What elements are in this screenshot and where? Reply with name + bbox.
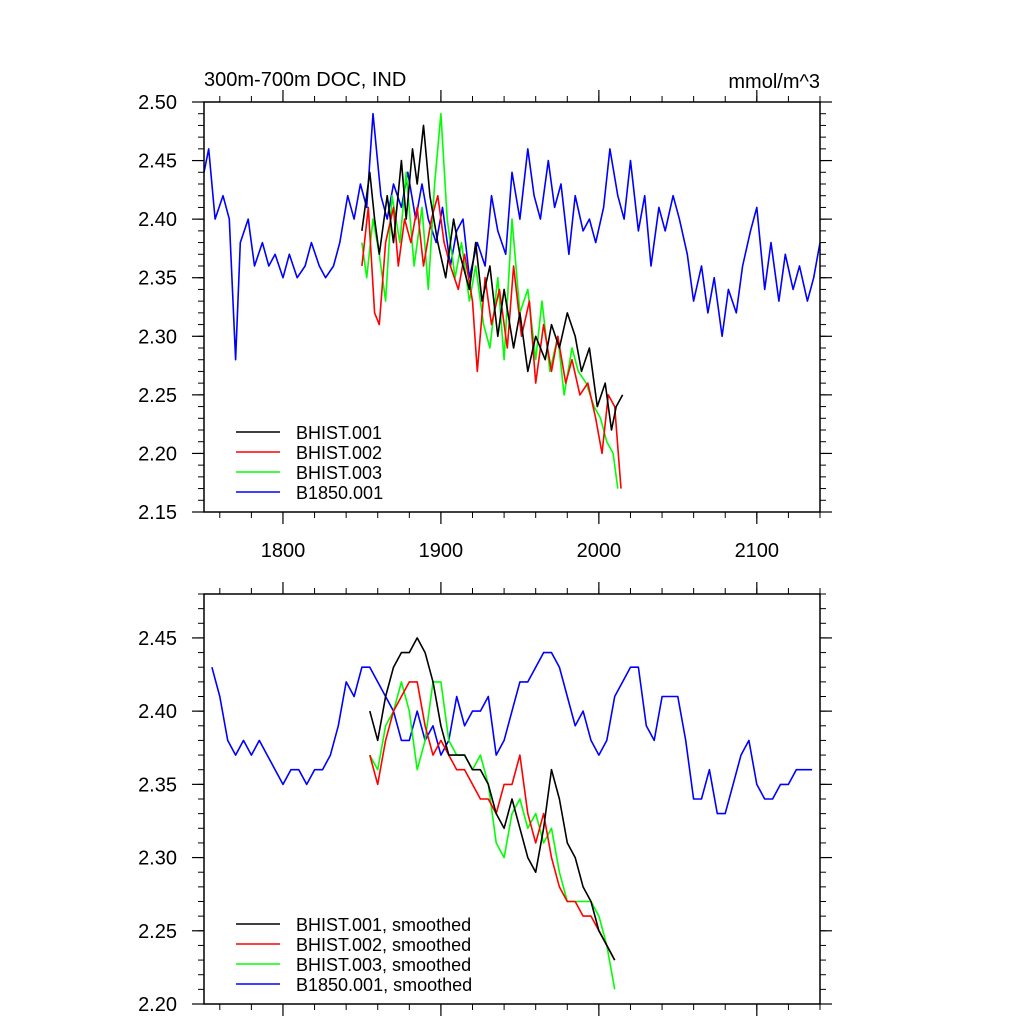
- legend-label: B1850.001, smoothed: [296, 975, 472, 995]
- x-tick-label: 2100: [735, 540, 780, 562]
- chart-panel-top: 300m-700m DOC, IND mmol/m^3 1800 1900 2000…: [138, 69, 832, 562]
- series-line: [361, 194, 622, 489]
- y-tick-label: 2.35: [138, 268, 177, 290]
- chart-units-label: mmol/m^3: [728, 71, 820, 93]
- legend-label: BHIST.003: [296, 463, 382, 483]
- legend-label: BHIST.002, smoothed: [296, 935, 471, 955]
- series-line: [203, 112, 821, 361]
- x-tick-label: 2000: [577, 540, 622, 562]
- legend-label: BHIST.001, smoothed: [296, 915, 471, 935]
- legend-label: BHIST.001: [296, 423, 382, 443]
- plot-frame: [203, 593, 821, 1005]
- series-line: [361, 112, 619, 489]
- y-tick-label: 2.15: [138, 502, 177, 524]
- legend-label: BHIST.003, smoothed: [296, 955, 471, 975]
- y-tick-label: 2.40: [138, 701, 177, 723]
- plot-frame: [203, 101, 821, 513]
- chart-panel-bottom: 2.45 2.40 2.35 2.30 2.25 2.20 BHIST.001, smoo…: [138, 582, 832, 1016]
- series-line: [361, 124, 624, 431]
- y-tick-label: 2.20: [138, 443, 177, 465]
- series-line: [369, 681, 616, 961]
- series-line: [211, 651, 813, 815]
- series-line: [369, 637, 616, 961]
- legend-label: B1850.001: [296, 483, 383, 503]
- x-tick-label: 1900: [419, 540, 464, 562]
- y-tick-label: 2.25: [138, 385, 177, 407]
- y-tick-label: 2.45: [138, 628, 177, 650]
- y-tick-label: 2.45: [138, 151, 177, 173]
- chart-title: 300m-700m DOC, IND: [204, 69, 406, 91]
- y-tick-label: 2.30: [138, 326, 177, 348]
- y-tick-label: 2.20: [138, 994, 177, 1016]
- x-tick-label: 1800: [261, 540, 306, 562]
- y-tick-label: 2.30: [138, 848, 177, 870]
- y-tick-label: 2.50: [138, 92, 177, 114]
- y-tick-label: 2.25: [138, 921, 177, 943]
- y-tick-label: 2.40: [138, 209, 177, 231]
- legend-label: BHIST.002: [296, 443, 382, 463]
- y-tick-label: 2.35: [138, 774, 177, 796]
